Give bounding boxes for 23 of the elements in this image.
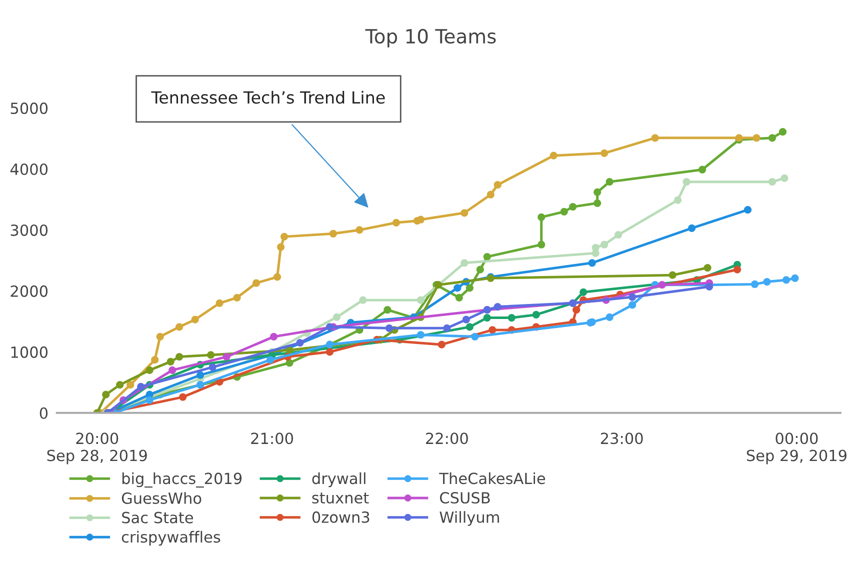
legend-label: crispywaffles: [122, 530, 220, 546]
x-tick-label: 00:00 Sep 29, 2019: [746, 432, 846, 464]
legend-label: stuxnet: [312, 492, 369, 504]
x-tick-label: 20:00 Sep 28, 2019: [47, 432, 147, 464]
legend-label: TheCakesALie: [439, 472, 546, 484]
chart-title: Top 10 Teams: [365, 28, 496, 48]
x-tick-label: 21:00: [251, 432, 294, 444]
y-tick-label: 2000: [10, 285, 48, 297]
y-tick-label: 1000: [11, 346, 48, 358]
y-tick-label: 3000: [10, 224, 48, 236]
x-tick-label: 22:00: [426, 432, 468, 444]
x-tick-label: 23:00: [600, 432, 643, 444]
legend-label: drywall: [312, 472, 366, 488]
y-tick-label: 5000: [10, 102, 48, 114]
y-tick-label: 4000: [10, 163, 48, 176]
y-tick-label: 0: [40, 407, 48, 419]
text: Tennessee Tech’s Trend Line: [151, 90, 385, 104]
legend-label: CSUSB: [440, 492, 490, 504]
legend-label: GuessWho: [122, 492, 202, 504]
legend-label: 0zown3: [312, 511, 370, 523]
legend-label: big_haccs_2019: [122, 472, 242, 488]
legend-label: Sac State: [122, 512, 193, 524]
legend-label: Willyum: [440, 511, 499, 526]
